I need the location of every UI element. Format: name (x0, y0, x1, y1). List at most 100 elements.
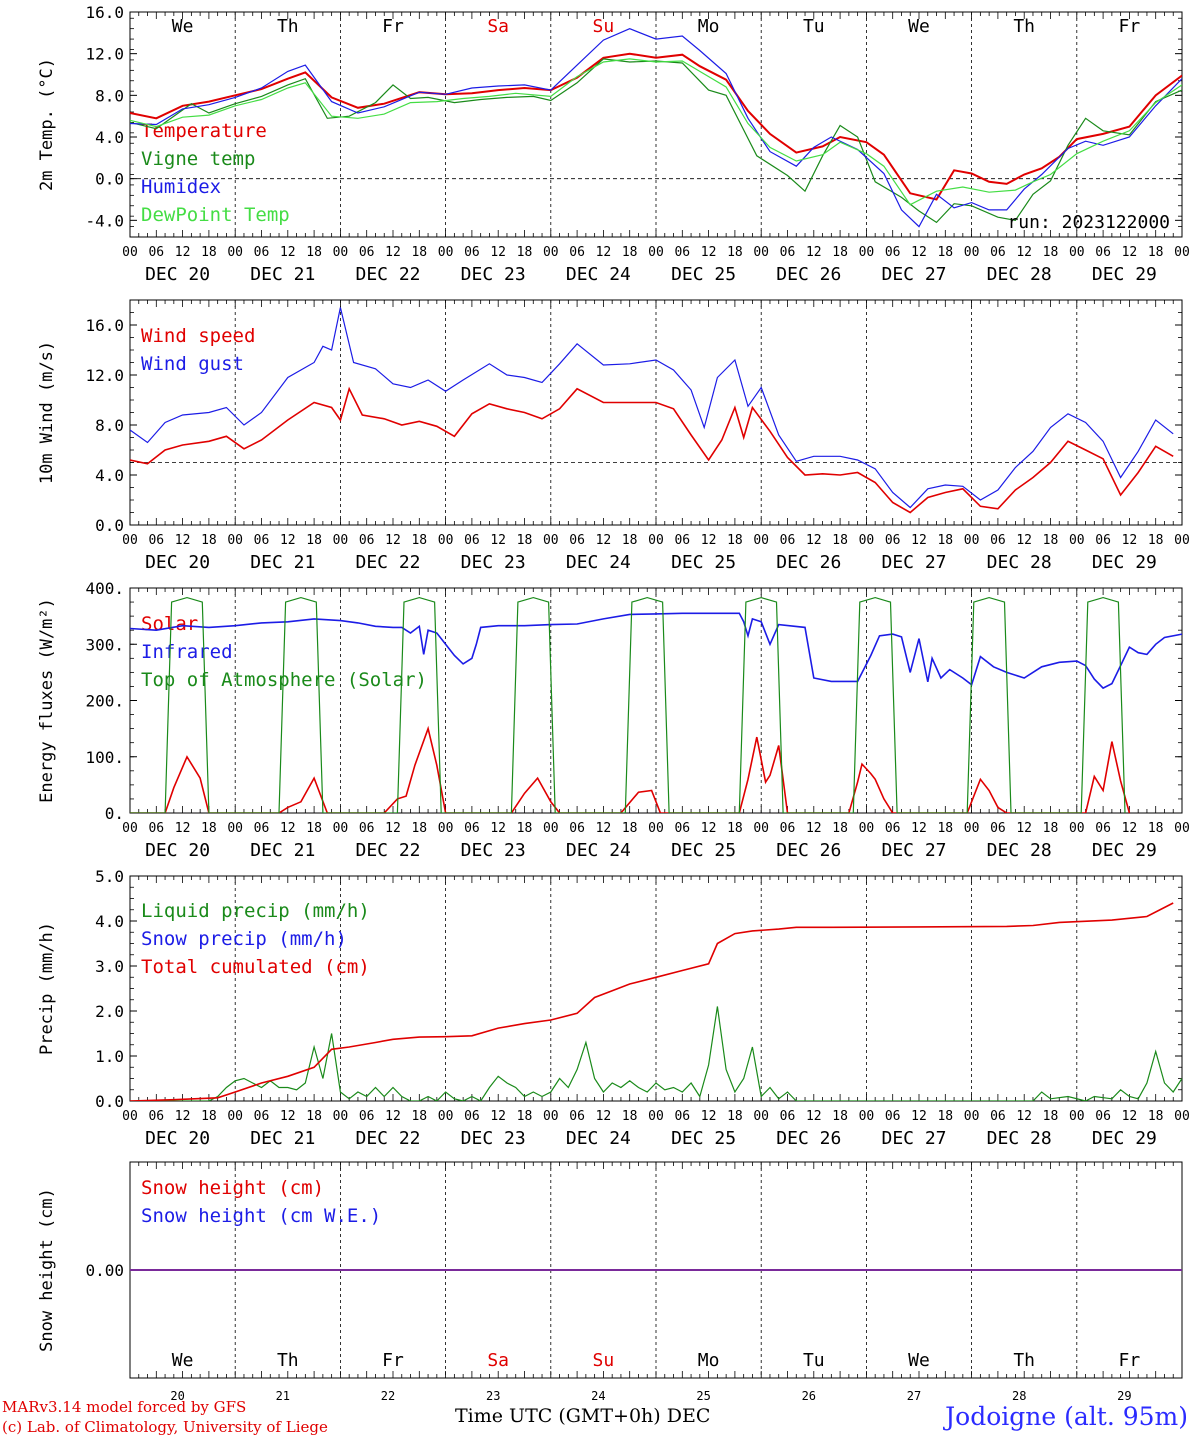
date-label: DEC 20 (145, 1128, 210, 1149)
hour-tick-label: 12 (385, 245, 401, 260)
date-label: DEC 29 (1092, 552, 1157, 573)
y-tick-label: 8.0 (95, 86, 124, 105)
hour-tick-label: 06 (254, 821, 270, 836)
station-name: Jodoigne (alt. 95m) (945, 1402, 1188, 1431)
hour-tick-label: 18 (306, 245, 322, 260)
hour-tick-label: 18 (306, 1109, 322, 1124)
hour-tick-label: 18 (201, 1109, 217, 1124)
series-line-1 (130, 58, 1182, 224)
hour-tick-label: 00 (122, 1109, 138, 1124)
date-label: DEC 22 (355, 552, 420, 573)
hour-tick-label: 18 (1043, 821, 1059, 836)
hour-tick-label: 12 (911, 533, 927, 548)
date-label: DEC 21 (250, 264, 315, 285)
hour-tick-label: 00 (122, 245, 138, 260)
weekday-label: Sa (487, 16, 509, 37)
legend-entry: Snow precip (mm/h) (141, 928, 347, 950)
hour-tick-label: 12 (806, 1109, 822, 1124)
hour-tick-label: 18 (411, 245, 427, 260)
hour-tick-label: 12 (1016, 533, 1032, 548)
hour-tick-label: 12 (911, 245, 927, 260)
y-tick-label: 12.0 (85, 45, 124, 64)
hour-tick-label: 00 (333, 533, 349, 548)
hour-tick-label: 06 (148, 245, 164, 260)
hour-tick-label: 00 (1069, 1109, 1085, 1124)
hour-tick-label: 18 (832, 245, 848, 260)
date-label: DEC 26 (776, 840, 841, 861)
hour-tick-label: 06 (1095, 1109, 1111, 1124)
series-line-2 (130, 28, 1182, 228)
date-label: DEC 29 (1092, 840, 1157, 861)
y-tick-label: 0.0 (95, 1092, 124, 1111)
hour-tick-label: 18 (727, 533, 743, 548)
hour-tick-label: 06 (674, 1109, 690, 1124)
hour-tick-label: 12 (1016, 821, 1032, 836)
y-axis-label: Snow height (cm) (37, 1188, 57, 1352)
date-label: DEC 21 (250, 840, 315, 861)
hour-tick-label: 06 (990, 1109, 1006, 1124)
legend-entry: Humidex (141, 176, 221, 198)
hour-tick-label: 06 (464, 821, 480, 836)
run-label: run: 2023122000 (1007, 212, 1170, 233)
day-number: 21 (276, 1389, 290, 1403)
date-label: DEC 23 (461, 1128, 526, 1149)
hour-tick-label: 12 (701, 821, 717, 836)
hour-tick-label: 12 (175, 245, 191, 260)
hour-tick-label: 12 (596, 821, 612, 836)
hour-tick-label: 18 (622, 821, 638, 836)
hour-tick-label: 06 (885, 1109, 901, 1124)
y-axis-label: 2m Temp. (°C) (37, 58, 57, 191)
hour-tick-label: 00 (859, 821, 875, 836)
hour-tick-label: 12 (1122, 533, 1138, 548)
hour-tick-label: 12 (280, 1109, 296, 1124)
series-line-0 (130, 1006, 1182, 1101)
legend-entry: Wind gust (141, 353, 244, 375)
hour-tick-label: 18 (937, 245, 953, 260)
hour-tick-label: 00 (753, 533, 769, 548)
series-line-2 (130, 902, 1174, 1101)
hour-tick-label: 00 (227, 821, 243, 836)
hour-tick-label: 00 (648, 821, 664, 836)
date-label: DEC 24 (566, 840, 631, 861)
day-number: 22 (381, 1389, 395, 1403)
hour-tick-label: 00 (333, 245, 349, 260)
hour-tick-label: 00 (1069, 245, 1085, 260)
hour-tick-label: 12 (701, 533, 717, 548)
y-tick-label: 0.0 (95, 516, 124, 535)
hour-tick-label: 06 (1095, 821, 1111, 836)
date-label: DEC 26 (776, 264, 841, 285)
hour-tick-label: 00 (1174, 821, 1190, 836)
date-label: DEC 23 (461, 264, 526, 285)
y-tick-label: 400. (85, 579, 124, 598)
hour-tick-label: 00 (648, 245, 664, 260)
hour-tick-label: 06 (254, 1109, 270, 1124)
hour-tick-label: 06 (569, 245, 585, 260)
hour-tick-label: 00 (122, 533, 138, 548)
hour-tick-label: 12 (806, 821, 822, 836)
day-number: 25 (696, 1389, 710, 1403)
x-axis-title: Time UTC (GMT+0h) DEC (455, 1405, 711, 1427)
day-number: 27 (907, 1389, 921, 1403)
series-line-0 (130, 52, 1182, 201)
hour-tick-label: 06 (1095, 245, 1111, 260)
hour-tick-label: 18 (201, 533, 217, 548)
hour-tick-label: 06 (359, 533, 375, 548)
hour-tick-label: 00 (753, 245, 769, 260)
hour-tick-label: 00 (543, 821, 559, 836)
hour-tick-label: 00 (648, 1109, 664, 1124)
hour-tick-label: 18 (832, 1109, 848, 1124)
y-tick-label: 5.0 (95, 867, 124, 886)
day-number: 20 (170, 1389, 184, 1403)
date-label: DEC 28 (987, 840, 1052, 861)
hour-tick-label: 00 (964, 533, 980, 548)
hour-tick-label: 06 (990, 245, 1006, 260)
hour-tick-label: 18 (517, 821, 533, 836)
hour-tick-label: 12 (1122, 245, 1138, 260)
hour-tick-label: 12 (490, 1109, 506, 1124)
hour-tick-label: 00 (1069, 533, 1085, 548)
weekday-label: We (908, 1350, 930, 1371)
hour-tick-label: 18 (832, 533, 848, 548)
y-axis-label: Energy fluxes (W/m²) (37, 598, 57, 803)
hour-tick-label: 06 (780, 245, 796, 260)
y-tick-label: 12.0 (85, 366, 124, 385)
